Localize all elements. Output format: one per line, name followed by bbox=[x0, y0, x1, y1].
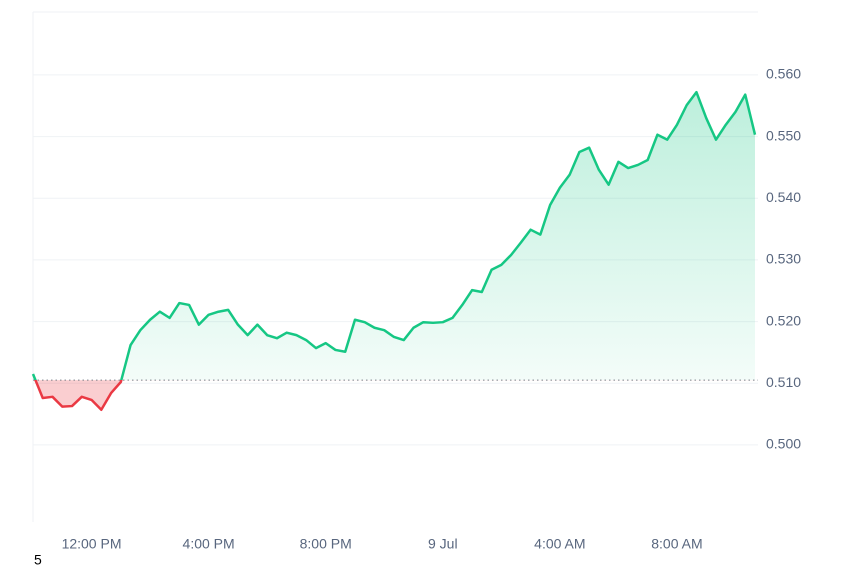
x-tick-label: 8:00 PM bbox=[300, 536, 352, 552]
y-tick-label: 0.510 bbox=[766, 374, 801, 390]
x-tick-label: 4:00 PM bbox=[183, 536, 235, 552]
y-tick-label: 0.540 bbox=[766, 189, 801, 205]
y-tick-label: 0.500 bbox=[766, 436, 801, 452]
y-tick-label: 0.520 bbox=[766, 312, 801, 328]
x-tick-label: 9 Jul bbox=[428, 536, 458, 552]
x-tick-label: 4:00 AM bbox=[534, 536, 585, 552]
y-tick-label: 0.530 bbox=[766, 251, 801, 267]
area bbox=[33, 92, 755, 410]
footnote: 5 bbox=[34, 552, 42, 567]
price-line bbox=[31, 90, 757, 412]
x-tick-label: 8:00 AM bbox=[651, 536, 702, 552]
y-tick-label: 0.560 bbox=[766, 66, 801, 82]
x-tick-label: 12:00 PM bbox=[62, 536, 122, 552]
y-tick-label: 0.550 bbox=[766, 127, 801, 143]
